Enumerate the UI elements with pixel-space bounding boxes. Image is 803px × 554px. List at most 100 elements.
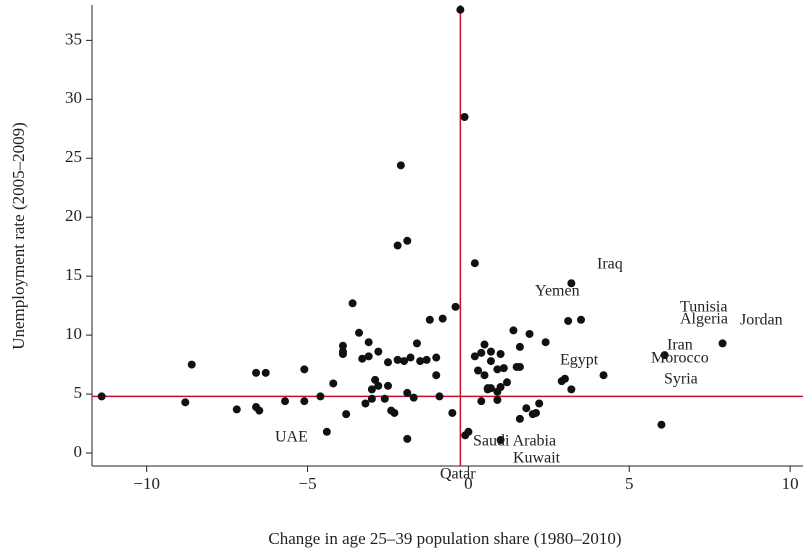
point (316, 392, 325, 401)
point (358, 354, 367, 363)
x-axis-label: Change in age 25–39 population share (19… (268, 529, 621, 548)
point (374, 381, 383, 390)
point (181, 398, 190, 407)
point (493, 365, 502, 374)
point (432, 371, 441, 380)
point (464, 427, 473, 436)
x-tick-label: −5 (299, 474, 317, 493)
y-tick-label: 0 (74, 442, 83, 461)
point (400, 357, 409, 366)
point (448, 408, 457, 417)
annotation: Tunisia (680, 299, 727, 316)
point (393, 241, 402, 250)
point (435, 392, 444, 401)
x-tick-label: −10 (133, 474, 160, 493)
point (509, 326, 518, 335)
point (342, 410, 351, 419)
point (535, 399, 544, 408)
annotation: Iraq (597, 256, 623, 273)
point (470, 259, 479, 268)
annotation: Kuwait (513, 450, 561, 467)
point (515, 342, 524, 351)
point (355, 328, 364, 337)
point (483, 384, 492, 393)
annotation: Egypt (560, 352, 599, 369)
point (338, 347, 347, 356)
annotation: Jordan (740, 312, 783, 329)
point (477, 397, 486, 406)
point (564, 316, 573, 325)
point (261, 368, 270, 377)
annotation: Morocco (651, 350, 709, 367)
point (525, 329, 534, 338)
point (567, 279, 576, 288)
point (451, 302, 460, 311)
point (486, 347, 495, 356)
point (348, 299, 357, 308)
point (412, 339, 421, 348)
point (432, 353, 441, 362)
point (281, 397, 290, 406)
point (252, 368, 261, 377)
point (480, 340, 489, 349)
point (406, 353, 415, 362)
point (409, 393, 418, 402)
point (367, 394, 376, 403)
point (531, 408, 540, 417)
x-tick-label: 0 (464, 474, 473, 493)
x-tick-label: 5 (625, 474, 634, 493)
point (438, 314, 447, 323)
annotation: Syria (664, 371, 698, 388)
point (393, 355, 402, 364)
y-tick-label: 35 (65, 29, 82, 48)
point (660, 351, 669, 360)
point (422, 355, 431, 364)
y-tick-label: 30 (65, 88, 82, 107)
point (657, 420, 666, 429)
point (403, 434, 412, 443)
point (515, 414, 524, 423)
point (493, 395, 502, 404)
point (577, 315, 586, 324)
point (416, 357, 425, 366)
point (515, 362, 524, 371)
point (486, 357, 495, 366)
point (477, 348, 486, 357)
point (425, 315, 434, 324)
point (496, 436, 505, 445)
point (403, 388, 412, 397)
point (322, 427, 331, 436)
point (300, 365, 309, 374)
point (456, 5, 465, 14)
point (364, 338, 373, 347)
point (371, 375, 380, 384)
point (718, 339, 727, 348)
x-tick-label: 10 (782, 474, 799, 493)
point (522, 404, 531, 413)
point (499, 364, 508, 373)
y-tick-label: 25 (65, 147, 82, 166)
point (374, 347, 383, 356)
annotation: Saudi Arabia (473, 433, 556, 450)
point (187, 360, 196, 369)
point (496, 349, 505, 358)
point (364, 352, 373, 361)
point (387, 406, 396, 415)
point (470, 352, 479, 361)
point (557, 377, 566, 386)
point (460, 113, 469, 122)
point (403, 236, 412, 245)
y-tick-label: 20 (65, 206, 82, 225)
point (380, 394, 389, 403)
point (383, 381, 392, 390)
point (232, 405, 241, 414)
point (567, 385, 576, 394)
point (480, 371, 489, 380)
point (383, 358, 392, 367)
point (541, 338, 550, 347)
point (300, 397, 309, 406)
point (474, 366, 483, 375)
annotation: Yemen (535, 283, 580, 300)
annotation: UAE (275, 429, 308, 446)
